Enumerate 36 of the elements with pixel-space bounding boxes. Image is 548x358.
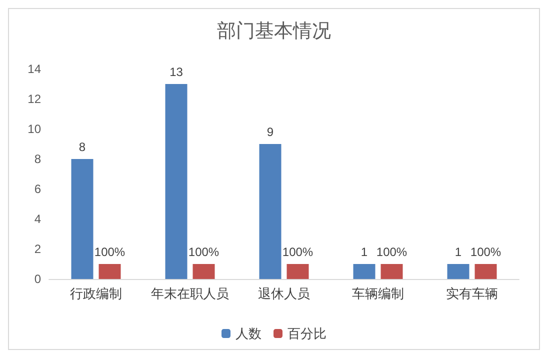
legend-label: 人数 xyxy=(236,326,262,341)
chart-title: 部门基本情况 xyxy=(217,20,331,42)
bar xyxy=(353,264,376,279)
bar xyxy=(165,84,188,279)
bar xyxy=(98,264,121,279)
data-label: 13 xyxy=(170,65,184,79)
bar xyxy=(474,264,497,279)
data-label: 100% xyxy=(282,245,314,259)
bar xyxy=(259,144,282,279)
data-label: 100% xyxy=(188,245,220,259)
y-tick-label: 4 xyxy=(34,212,42,226)
data-label: 100% xyxy=(470,245,502,259)
data-label: 100% xyxy=(94,245,126,259)
bar xyxy=(71,159,94,279)
x-tick-label: 行政编制 xyxy=(70,286,122,301)
x-tick-label: 退休人员 xyxy=(258,286,310,301)
data-label: 1 xyxy=(360,245,368,259)
bar xyxy=(286,264,309,279)
data-label: 100% xyxy=(376,245,408,259)
y-tick-label: 0 xyxy=(34,272,42,286)
bar xyxy=(192,264,215,279)
data-label: 8 xyxy=(78,140,86,154)
y-tick-label: 14 xyxy=(28,62,42,76)
data-label: 9 xyxy=(266,125,274,139)
y-tick-label: 2 xyxy=(34,242,42,256)
x-tick-label: 年末在职人员 xyxy=(151,286,229,301)
legend-label: 百分比 xyxy=(288,326,326,341)
y-tick-label: 12 xyxy=(28,92,42,106)
y-tick-label: 10 xyxy=(28,122,42,136)
bar xyxy=(447,264,470,279)
x-tick-label: 实有车辆 xyxy=(446,286,498,301)
x-tick-label: 车辆编制 xyxy=(352,286,404,301)
data-label: 1 xyxy=(454,245,462,259)
y-tick-label: 6 xyxy=(34,182,42,196)
bar xyxy=(380,264,403,279)
y-tick-label: 8 xyxy=(34,152,42,166)
